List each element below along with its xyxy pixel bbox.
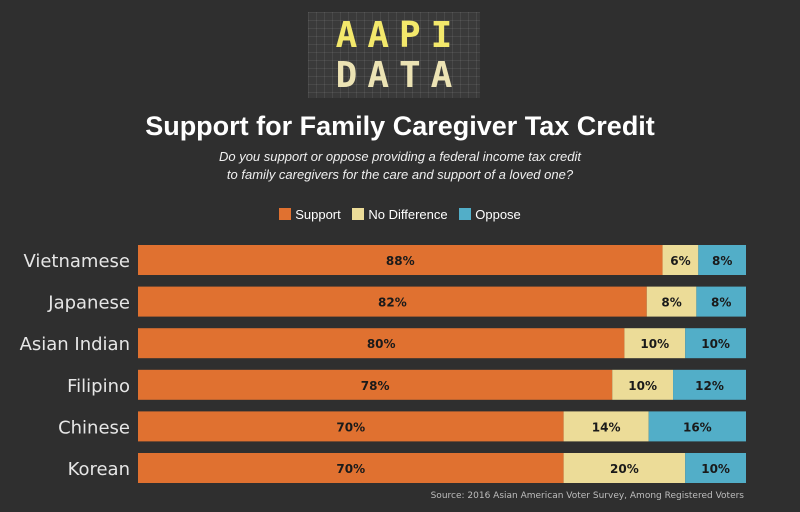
bar-support-korean [138,453,564,483]
bar-oppose-korean [685,453,746,483]
data-label-no-difference-vietnamese: 6% [670,254,690,268]
data-label-no-difference-japanese: 8% [661,296,681,310]
bar-oppose-vietnamese [698,245,746,275]
data-label-no-difference-korean: 20% [610,462,639,476]
legend-label-oppose: Oppose [475,207,521,222]
bar-oppose-filipino [673,369,746,400]
subtitle-line-1: Do you support or oppose providing a fed… [218,149,582,164]
data-label-oppose-chinese: 16% [683,420,712,434]
bar-support-asian-indian [138,328,625,359]
aapi-data-logo: AAPI DATA [308,12,480,98]
data-label-no-difference-filipino: 10% [628,379,657,393]
category-label-japanese: Japanese [47,293,130,314]
logo-line-1: AAPI [335,15,463,56]
legend-item-oppose: Oppose [459,206,521,224]
bar-support-japanese [138,286,647,317]
chart-title: Support for Family Caregiver Tax Credit [145,111,655,141]
bar-oppose-chinese [648,411,746,442]
data-label-oppose-korean: 10% [701,462,730,476]
bar-oppose-japanese [696,286,746,317]
data-label-no-difference-asian-indian: 10% [640,337,669,351]
data-label-oppose-filipino: 12% [695,379,724,393]
bar-no-difference-filipino [612,369,674,400]
legend-item-no-difference: No Difference [352,206,448,224]
category-label-asian-indian: Asian Indian [20,334,130,355]
data-label-oppose-japanese: 8% [711,296,731,310]
bar-oppose-asian-indian [685,328,746,359]
legend: Support No Difference Oppose [0,206,800,224]
data-label-support-asian-indian: 80% [367,337,396,351]
legend-label-support: Support [295,207,341,222]
chart-subtitle: Do you support or oppose providing a fed… [0,148,800,184]
legend-item-support: Support [279,206,341,224]
data-label-support-vietnamese: 88% [386,254,415,268]
data-label-oppose-vietnamese: 8% [712,254,732,268]
category-label-chinese: Chinese [58,417,130,438]
category-label-korean: Korean [68,459,130,480]
data-label-support-korean: 70% [336,462,365,476]
data-label-support-japanese: 82% [378,296,407,310]
legend-swatch-no-difference [352,208,365,220]
legend-label-no-difference: No Difference [368,207,448,222]
bar-no-difference-vietnamese [662,245,699,275]
category-label-filipino: Filipino [67,376,130,397]
bar-support-vietnamese [138,245,663,275]
data-label-oppose-asian-indian: 10% [701,337,730,351]
subtitle-line-2: to family caregivers for the care and su… [226,167,574,182]
source-note: Source: 2016 Asian American Voter Survey… [430,491,744,501]
bar-no-difference-asian-indian [624,328,686,359]
legend-swatch-support [279,208,292,220]
logo-line-2: DATA [335,55,463,96]
bar-no-difference-japanese [646,286,697,317]
category-label-vietnamese: Vietnamese [23,251,130,272]
bar-support-filipino [138,369,613,400]
legend-swatch-oppose [459,208,472,220]
data-label-support-filipino: 78% [361,379,390,393]
bar-support-chinese [138,411,564,442]
bar-no-difference-chinese [563,411,649,442]
data-label-no-difference-chinese: 14% [592,420,621,434]
bar-no-difference-korean [563,453,686,483]
data-label-support-chinese: 70% [336,420,365,434]
